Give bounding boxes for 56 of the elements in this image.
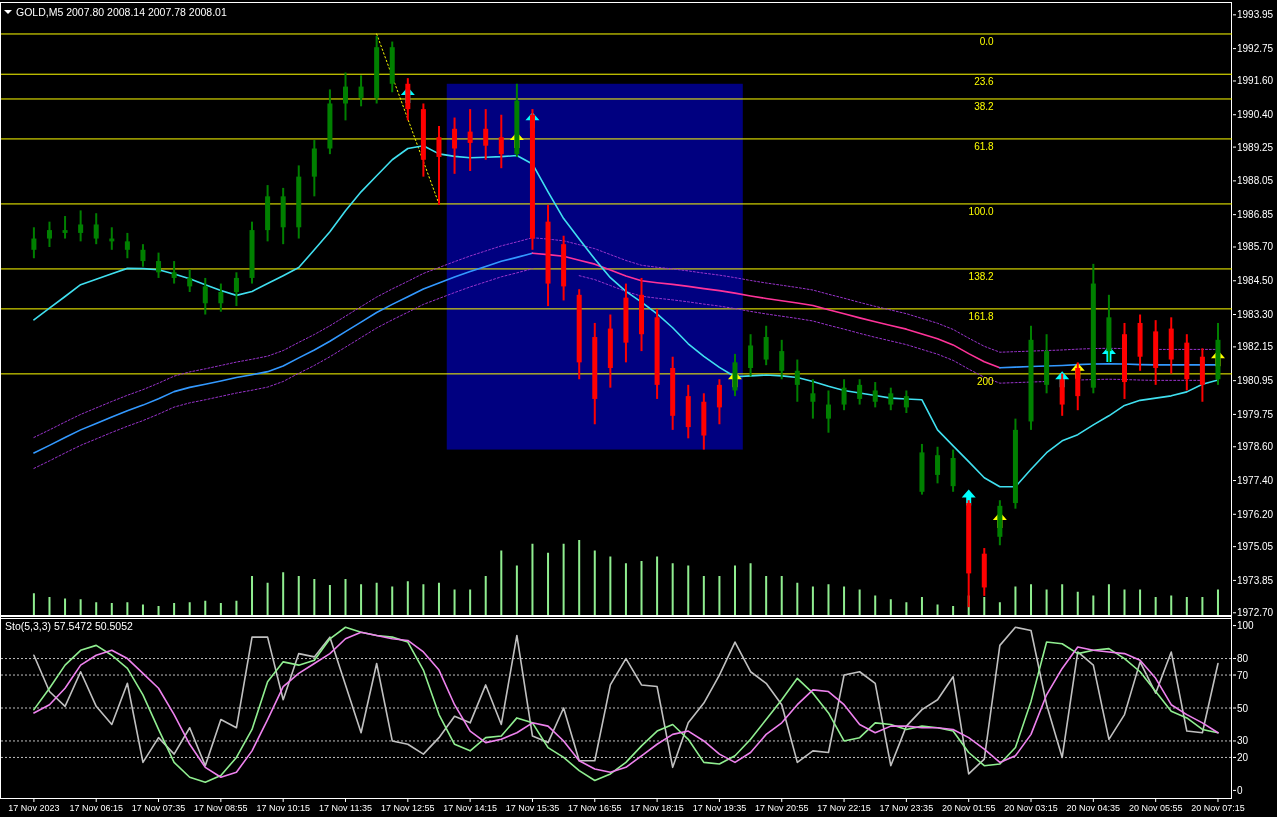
x-tick-label: 20 Nov 03:15 <box>1004 803 1058 813</box>
annotation: 38.2 <box>974 100 995 112</box>
x-tick-label: 17 Nov 19:35 <box>692 803 747 813</box>
y-tick-label: 1991.60 <box>1237 75 1274 87</box>
x-tick-label: 17 Nov 18:15 <box>630 803 684 813</box>
annotation: 23.6 <box>974 76 995 88</box>
y-tick-label: 70 <box>1237 669 1249 681</box>
x-tick-label: 17 Nov 11:35 <box>319 803 372 813</box>
y-tick-label: 1990.40 <box>1237 109 1274 121</box>
x-tick-label: 17 Nov 22:15 <box>817 803 871 813</box>
y-tick-label: 1975.05 <box>1237 541 1274 553</box>
y-tick-label: 50 <box>1237 702 1249 714</box>
y-tick-label: 1985.70 <box>1237 241 1274 253</box>
x-tick-label: 17 Nov 10:15 <box>256 803 310 813</box>
y-tick-label: 1980.95 <box>1237 375 1274 387</box>
annotation: 0.0 <box>979 35 995 47</box>
y-tick-label: 1983.30 <box>1237 309 1274 321</box>
x-tick-label: 20 Nov 01:55 <box>941 803 996 813</box>
y-tick-label: 1973.85 <box>1237 574 1274 586</box>
y-tick-label: 1972.70 <box>1237 607 1274 619</box>
x-tick-label: 17 Nov 15:35 <box>505 803 560 813</box>
annotation: 61.8 <box>974 140 995 152</box>
x-tick-label: 20 Nov 04:35 <box>1066 803 1121 813</box>
y-tick-label: 1993.95 <box>1237 9 1274 21</box>
x-tick-label: 17 Nov 23:35 <box>879 803 934 813</box>
y-tick-label: 1982.15 <box>1237 341 1274 353</box>
y-tick-label: 1988.05 <box>1237 175 1274 187</box>
y-tick-label: 80 <box>1237 653 1249 665</box>
x-tick-label: 17 Nov 2023 <box>8 803 60 813</box>
x-tick-label: 17 Nov 08:55 <box>194 803 248 813</box>
annotation: 100.0 <box>968 205 995 217</box>
annotation: 161.8 <box>968 310 995 322</box>
y-tick-label: 20 <box>1237 751 1249 763</box>
x-tick-label: 20 Nov 05:55 <box>1128 803 1183 813</box>
y-tick-label: 30 <box>1237 735 1249 747</box>
x-tick-label: 17 Nov 14:15 <box>443 803 497 813</box>
x-tick-label: 17 Nov 20:55 <box>754 803 809 813</box>
annotation: 138.2 <box>968 270 995 282</box>
y-tick-label: 1984.50 <box>1237 275 1274 287</box>
y-tick-label: 1986.85 <box>1237 209 1274 221</box>
x-tick-label: 17 Nov 16:55 <box>568 803 622 813</box>
annotation: 200 <box>976 375 995 387</box>
y-tick-label: 0 <box>1237 784 1243 796</box>
chart-title: GOLD,M5 2007.80 2008.14 2007.78 2008.01 <box>16 6 227 18</box>
y-tick-label: 1989.25 <box>1237 141 1274 153</box>
y-tick-label: 1992.75 <box>1237 43 1274 55</box>
y-tick-label: 1977.40 <box>1237 475 1274 487</box>
chart-title: Sto(5,3,3) 57.5472 50.5052 <box>5 620 134 632</box>
x-tick-label: 17 Nov 06:15 <box>69 803 123 813</box>
y-tick-label: 1978.60 <box>1237 441 1274 453</box>
y-tick-label: 1979.75 <box>1237 408 1274 420</box>
x-tick-label: 20 Nov 07:15 <box>1191 803 1245 813</box>
y-tick-label: 1976.20 <box>1237 508 1274 520</box>
x-tick-label: 17 Nov 07:35 <box>131 803 186 813</box>
x-tick-label: 17 Nov 12:55 <box>381 803 435 813</box>
y-tick-label: 100 <box>1237 620 1255 632</box>
